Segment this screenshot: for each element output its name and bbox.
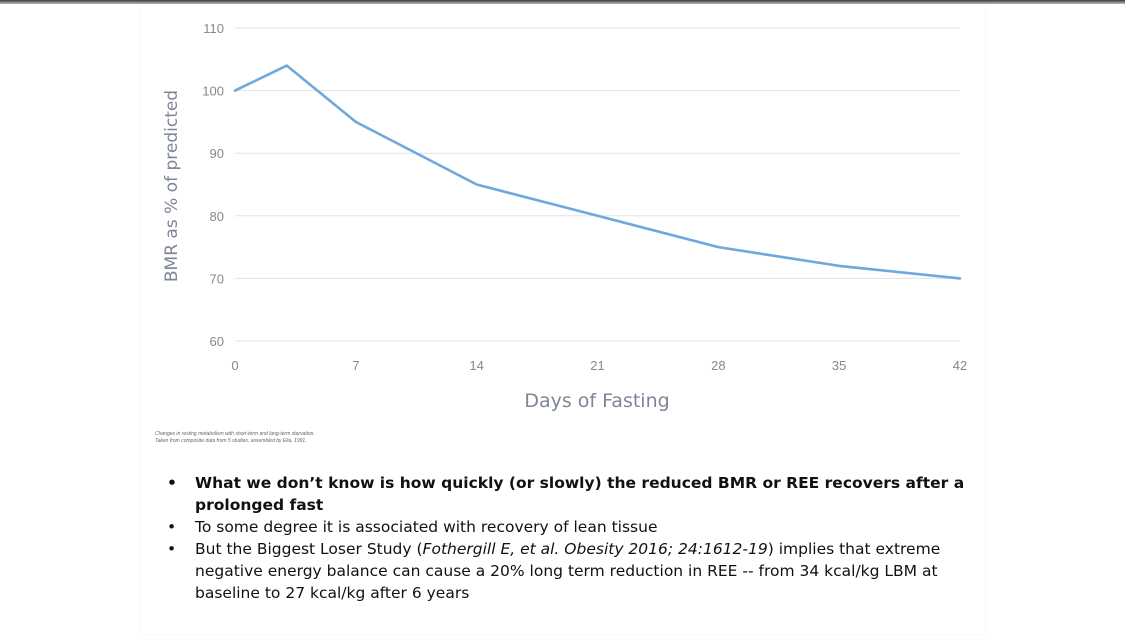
bullet-3-text-end: ) implies that extreme negative energy b… <box>195 540 941 602</box>
chart-caption: Changes in resting metabolism with short… <box>155 431 315 445</box>
caption-line-1: Changes in resting metabolism with short… <box>155 431 315 437</box>
y-axis-label: BMR as % of predicted <box>162 90 182 282</box>
x-tick-label: 42 <box>953 358 967 373</box>
bullet-list: What we don’t know is how quickly (or sl… <box>165 472 965 604</box>
series-line <box>233 64 962 280</box>
y-tick-label: 60 <box>210 334 224 349</box>
window-top-edge <box>0 0 1125 4</box>
y-tick-label: 110 <box>203 21 224 36</box>
y-tick-label: 100 <box>202 84 224 99</box>
x-tick-label: 21 <box>590 358 604 373</box>
x-tick-label: 0 <box>231 358 238 373</box>
bullet-item-3: But the Biggest Loser Study (Fothergill … <box>165 538 965 604</box>
citation: Fothergill E, et al. Obesity 2016; 24:16… <box>422 540 768 558</box>
x-tick-label: 28 <box>711 358 725 373</box>
caption-line-2: Taken from composite data from 5 studies… <box>155 438 307 444</box>
bullet-item-2: To some degree it is associated with rec… <box>165 516 965 538</box>
y-tick-label: 70 <box>210 271 224 286</box>
y-tick-label: 90 <box>210 146 224 161</box>
x-axis-label: Days of Fasting <box>524 390 669 412</box>
x-tick-label: 14 <box>469 358 483 373</box>
x-tick-label: 35 <box>832 358 846 373</box>
bullet-3-text-start: But the Biggest Loser Study ( <box>195 540 423 558</box>
bullet-item-1: What we don’t know is how quickly (or sl… <box>165 472 965 516</box>
y-tick-label: 80 <box>210 209 224 224</box>
x-tick-label: 7 <box>352 358 359 373</box>
line-chart: 60 70 80 90 100 110 0 7 14 21 28 35 42 Days of Fastin… <box>162 21 967 412</box>
